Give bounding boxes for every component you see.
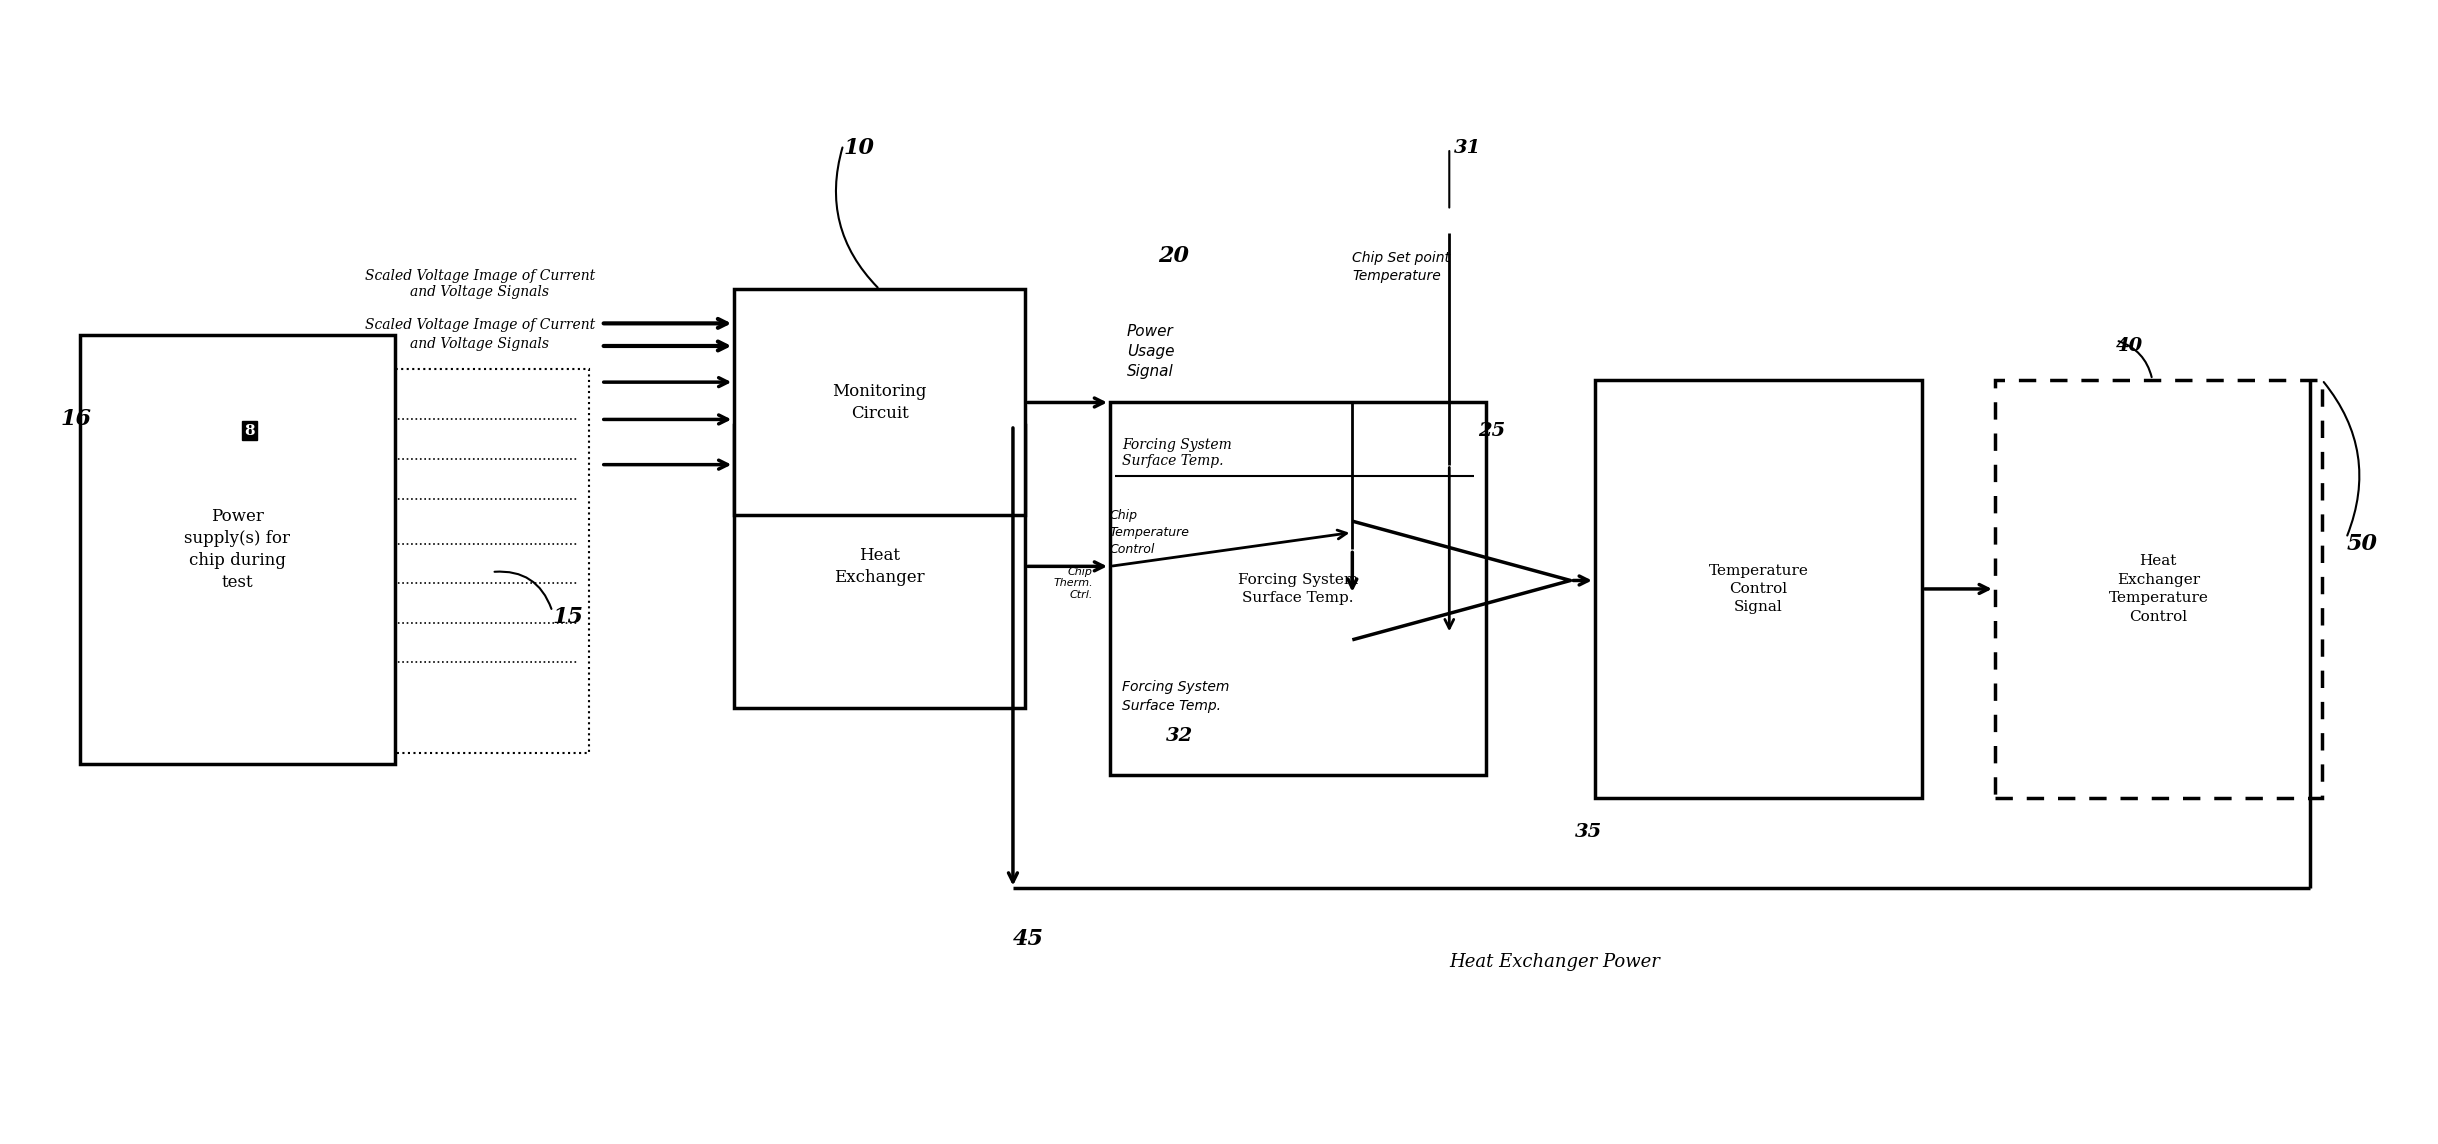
Text: Heat
Exchanger
Temperature
Control: Heat Exchanger Temperature Control — [2109, 555, 2209, 623]
Text: 40: 40 — [2116, 337, 2143, 355]
Text: 16: 16 — [61, 408, 90, 430]
Text: 31: 31 — [1453, 140, 1482, 157]
Text: Power
Usage
Signal: Power Usage Signal — [1126, 325, 1175, 379]
Text: Temperature
Control
Signal: Temperature Control Signal — [1709, 564, 1809, 614]
Bar — [734, 289, 1024, 516]
Text: 50: 50 — [2345, 533, 2377, 555]
Text: 15: 15 — [553, 606, 583, 628]
Text: Heat Exchanger Power: Heat Exchanger Power — [1448, 953, 1660, 971]
Text: Heat
Exchanger: Heat Exchanger — [834, 547, 924, 586]
Text: 32: 32 — [1165, 726, 1192, 745]
Bar — [1109, 403, 1485, 776]
Text: Forcing System
Surface Temp.: Forcing System Surface Temp. — [1121, 681, 1229, 713]
Text: 10: 10 — [844, 137, 875, 159]
Text: Forcing System
Surface Temp.: Forcing System Surface Temp. — [1121, 438, 1231, 468]
Bar — [80, 335, 395, 764]
Text: 20: 20 — [1158, 245, 1190, 267]
Text: Power
supply(s) for
chip during
test: Power supply(s) for chip during test — [185, 508, 290, 591]
Text: Forcing System
Surface Temp.: Forcing System Surface Temp. — [1239, 573, 1358, 605]
Text: Chip
Therm.
Ctrl.: Chip Therm. Ctrl. — [1053, 566, 1092, 599]
Text: Scaled Voltage Image of Current
and Voltage Signals: Scaled Voltage Image of Current and Volt… — [366, 318, 595, 351]
Bar — [1594, 380, 1921, 799]
Text: Monitoring
Circuit: Monitoring Circuit — [831, 383, 926, 422]
Text: 35: 35 — [1575, 823, 1602, 841]
Text: 45: 45 — [1012, 928, 1043, 951]
Text: Chip
Temperature
Control: Chip Temperature Control — [1109, 509, 1190, 556]
Bar — [1994, 380, 2321, 799]
Text: Scaled Voltage Image of Current
and Voltage Signals: Scaled Voltage Image of Current and Volt… — [366, 269, 595, 299]
Bar — [163, 368, 588, 753]
Text: Chip Set point
Temperature: Chip Set point Temperature — [1353, 251, 1451, 283]
Bar — [734, 426, 1024, 708]
Text: 8: 8 — [244, 423, 254, 438]
Text: 25: 25 — [1477, 422, 1507, 439]
